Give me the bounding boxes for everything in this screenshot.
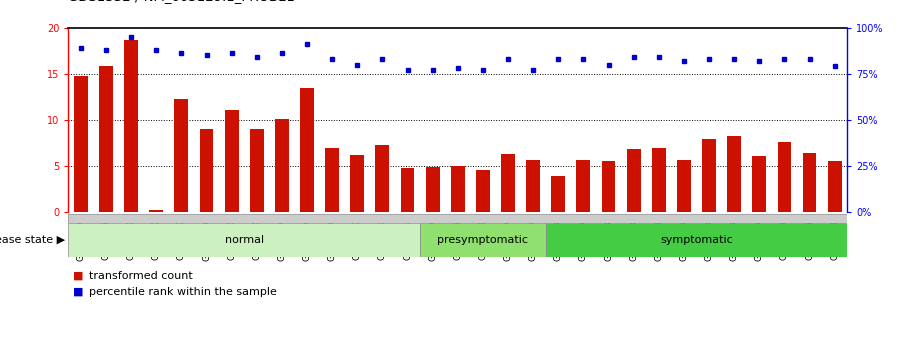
- Bar: [99, 66, 113, 212]
- Bar: [501, 154, 515, 212]
- Bar: [375, 145, 389, 212]
- Bar: [175, 99, 189, 212]
- Bar: [803, 153, 816, 212]
- Bar: [250, 129, 263, 212]
- Bar: [401, 168, 415, 212]
- Bar: [200, 129, 213, 212]
- Bar: [777, 142, 792, 212]
- Text: ■: ■: [73, 287, 84, 296]
- Text: presymptomatic: presymptomatic: [437, 235, 528, 245]
- Bar: [551, 176, 565, 212]
- Text: normal: normal: [225, 235, 264, 245]
- Bar: [225, 110, 239, 212]
- Bar: [425, 167, 440, 212]
- Bar: [149, 210, 163, 212]
- Text: symptomatic: symptomatic: [660, 235, 732, 245]
- Bar: [325, 148, 339, 212]
- Bar: [527, 160, 540, 212]
- Bar: [601, 161, 616, 212]
- Bar: [451, 166, 465, 212]
- Text: ■: ■: [73, 271, 84, 281]
- Bar: [627, 149, 640, 212]
- Bar: [546, 223, 847, 257]
- Bar: [702, 139, 716, 212]
- Bar: [752, 156, 766, 212]
- Bar: [727, 137, 741, 212]
- Bar: [68, 223, 420, 257]
- Bar: [828, 161, 842, 212]
- Text: GDS1332 / NM_005129.1_PROBE1: GDS1332 / NM_005129.1_PROBE1: [68, 0, 295, 3]
- Bar: [577, 160, 590, 212]
- Bar: [124, 40, 138, 212]
- Bar: [74, 76, 87, 212]
- Bar: [300, 88, 314, 212]
- Bar: [351, 155, 364, 212]
- Text: percentile rank within the sample: percentile rank within the sample: [89, 287, 277, 296]
- Text: disease state ▶: disease state ▶: [0, 235, 65, 245]
- Bar: [476, 170, 490, 212]
- Bar: [677, 160, 691, 212]
- Bar: [420, 223, 546, 257]
- Text: transformed count: transformed count: [89, 271, 193, 281]
- Bar: [275, 119, 289, 212]
- Bar: [652, 148, 666, 212]
